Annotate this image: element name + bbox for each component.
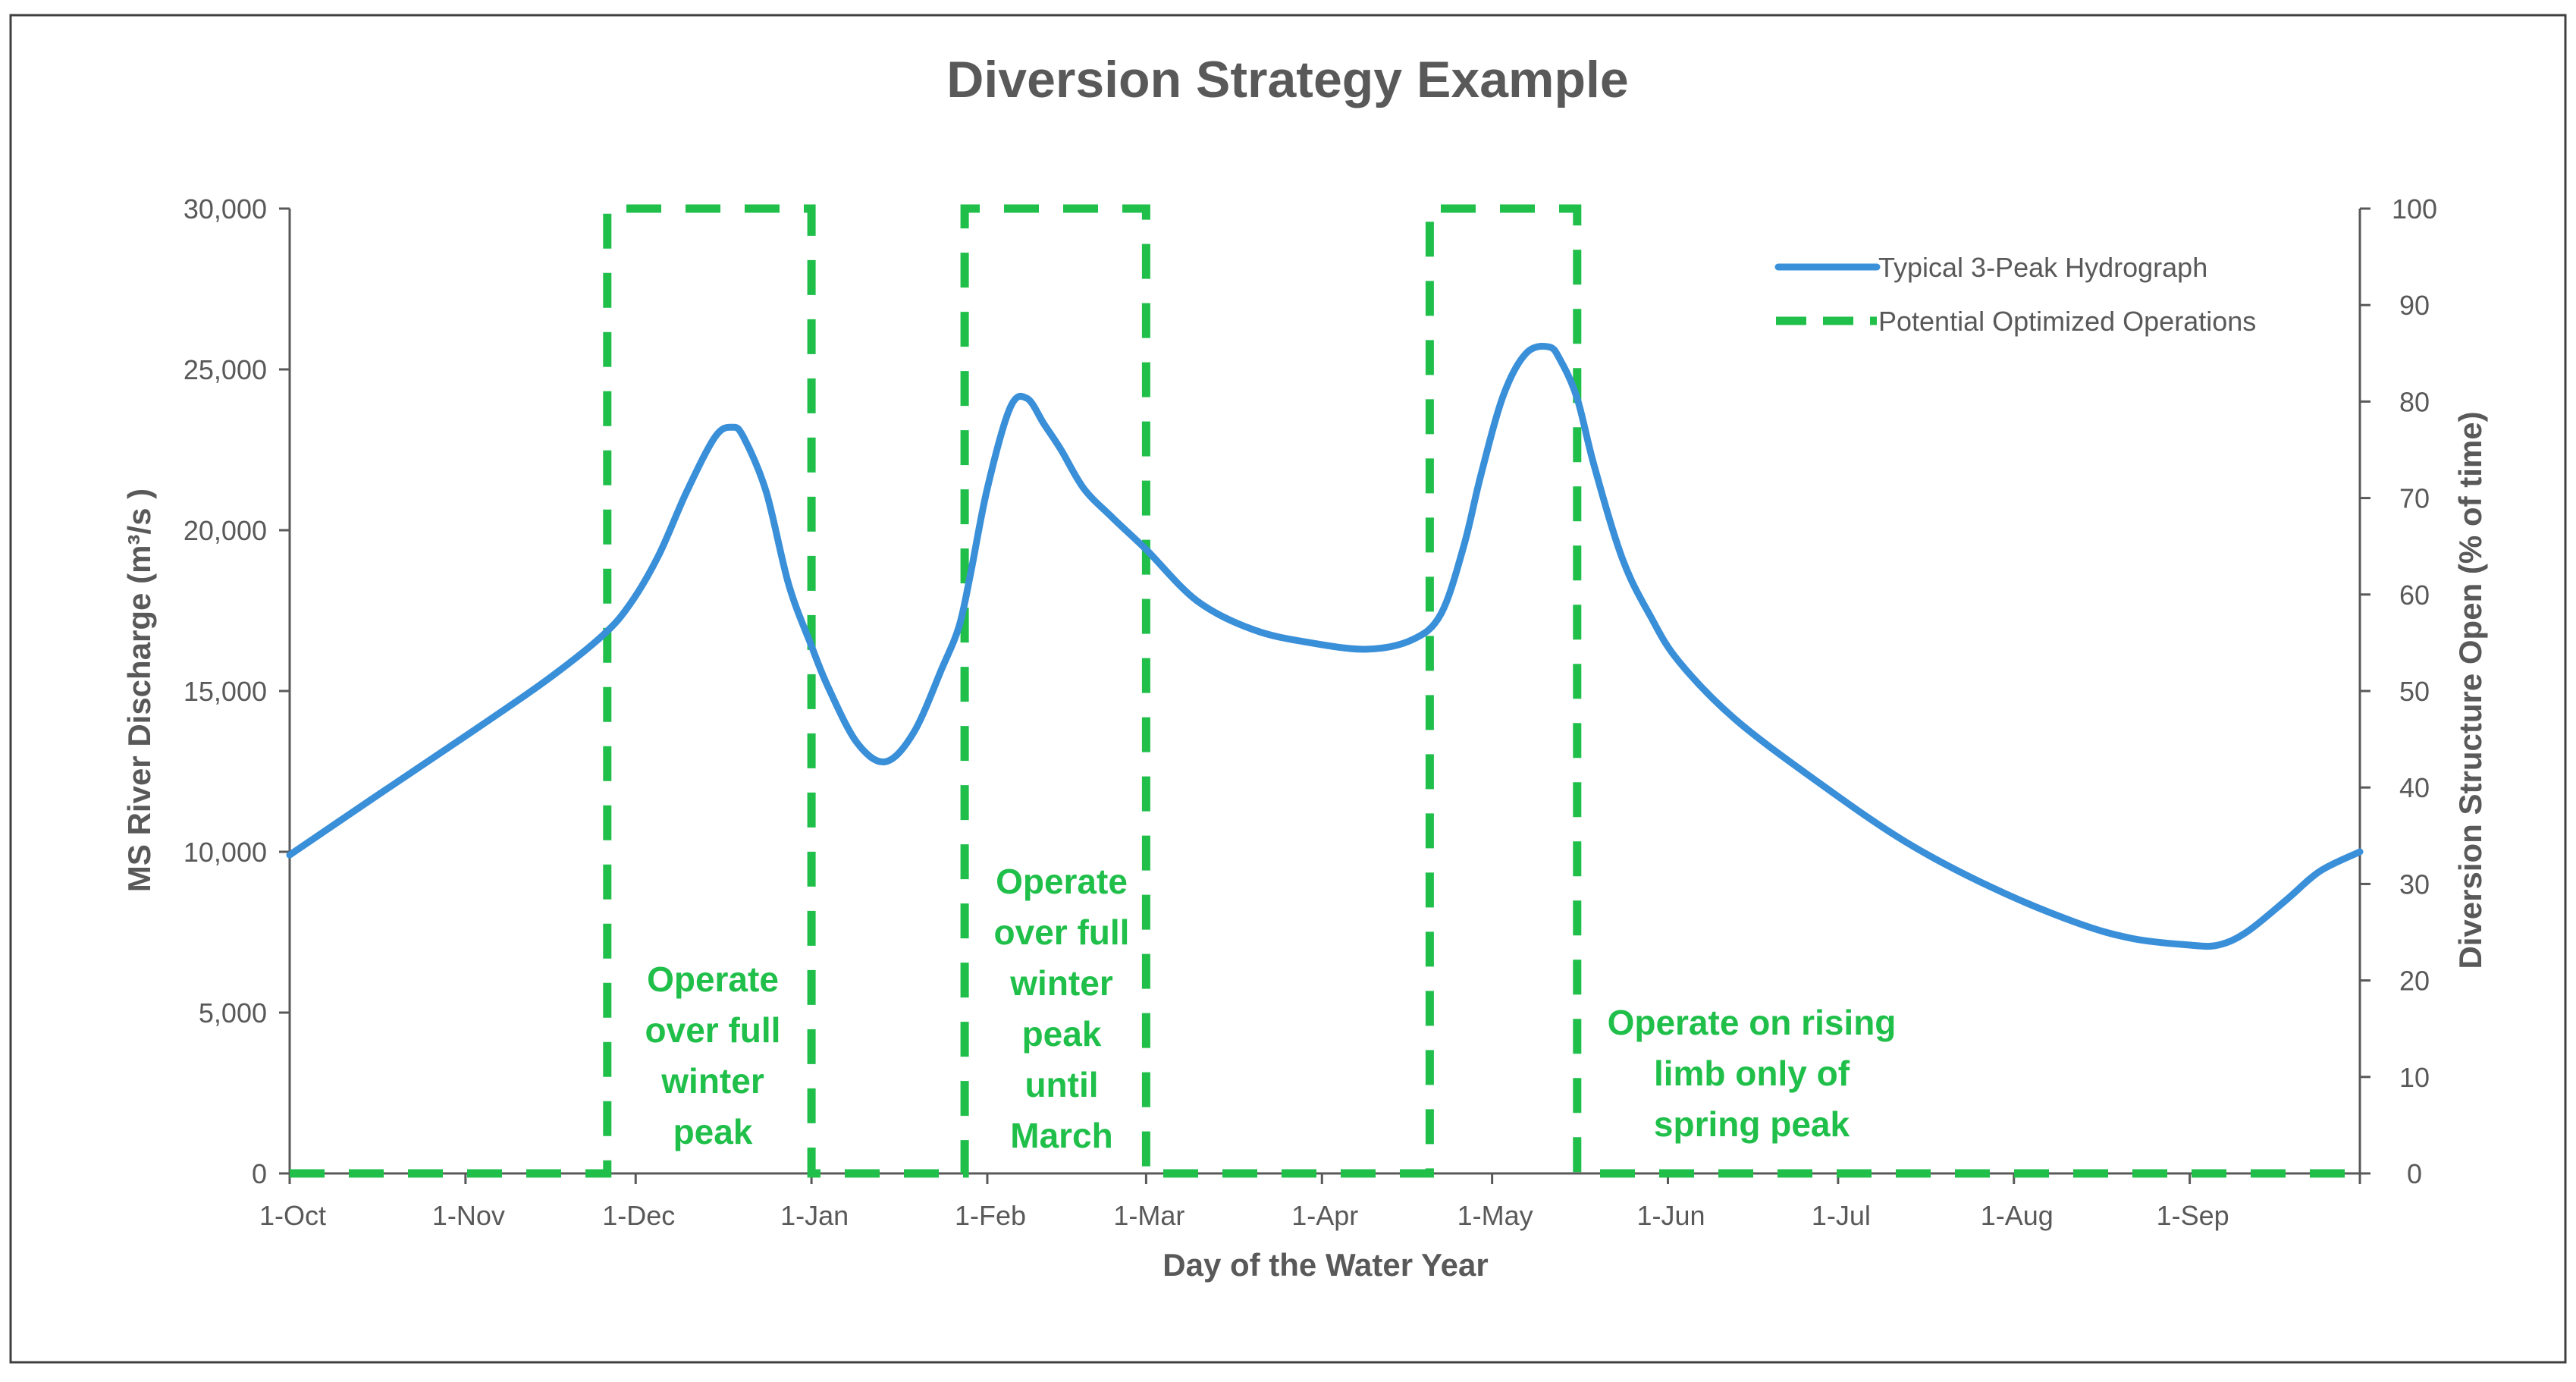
legend-label-operations: Potential Optimized Operations (1878, 306, 2256, 337)
x-tick-label: 1-Jun (1636, 1200, 1705, 1231)
x-tick-label: 1-Jul (1812, 1200, 1871, 1231)
x-tick-label: 1-Aug (1981, 1200, 2054, 1231)
x-tick-label: 1-Jan (780, 1200, 849, 1231)
y-left-tick-label: 30,000 (184, 193, 267, 225)
y-left-tick-label: 20,000 (184, 515, 267, 546)
y-right-tick-label: 80 (2399, 386, 2430, 417)
y-right-tick-label: 100 (2392, 193, 2437, 225)
y-right-tick-label: 70 (2399, 483, 2430, 514)
annotation-line: winter (1009, 963, 1113, 1003)
y-left-tick-label: 25,000 (184, 354, 267, 385)
y-right-tick-label: 90 (2399, 290, 2430, 321)
annotation-line: spring peak (1654, 1104, 1850, 1144)
y-axis-left-title: MS River Discharge (m³/s ) (121, 488, 157, 892)
legend: Typical 3-Peak Hydrograph Potential Optim… (1774, 252, 2256, 337)
y-left-tick-label: 10,000 (184, 837, 267, 868)
x-tick-label: 1-May (1457, 1200, 1533, 1231)
annotation-line: limb only of (1654, 1054, 1850, 1093)
y-right-tick-label: 60 (2399, 579, 2430, 611)
x-tick-label: 1-Mar (1113, 1200, 1184, 1231)
y-right-tick-label: 50 (2399, 676, 2430, 707)
chart-frame (9, 14, 2567, 1364)
axes-layer: 0 5,000 10,000 15,000 20,000 25,000 30,000 0 10 2… (184, 193, 2437, 1231)
y-right-tick-label: 10 (2399, 1062, 2430, 1093)
annotations-layer: Operate over full winter peak Operate over fu… (645, 862, 1897, 1155)
x-axis-title: Day of the Water Year (1162, 1247, 1489, 1283)
x-tick-label: 1-Dec (602, 1200, 675, 1231)
hydrograph-series-line (286, 343, 2364, 950)
y-right-tick-label: 20 (2399, 966, 2430, 997)
chart-title: Diversion Strategy Example (946, 51, 1628, 108)
operations-layer (290, 204, 2360, 1178)
x-tick-label: 1-Apr (1291, 1200, 1358, 1231)
annotation-line: Operate (647, 960, 779, 999)
x-tick-label: 1-Oct (259, 1200, 326, 1231)
x-tick-label: 1-Nov (432, 1200, 505, 1231)
annotation-line: over full (645, 1010, 781, 1050)
annotation-line: Operate (996, 862, 1128, 901)
annotation-line: March (1010, 1116, 1112, 1155)
annotation-line: peak (1022, 1014, 1102, 1054)
y-left-tick-label: 15,000 (184, 676, 267, 707)
y-left-tick-label: 5,000 (199, 997, 267, 1029)
operations-series-line (290, 204, 2360, 1178)
y-left-tick-label: 0 (252, 1158, 267, 1189)
annotation-line: over full (994, 912, 1130, 952)
annotation-line: Operate on rising (1608, 1003, 1897, 1042)
x-tick-label: 1-Feb (955, 1200, 1026, 1231)
annotation-line: peak (673, 1112, 753, 1151)
x-tick-label: 1-Sep (2157, 1200, 2229, 1231)
annotation-line: winter (660, 1061, 764, 1101)
y-right-tick-label: 30 (2399, 868, 2430, 900)
y-right-tick-label: 40 (2399, 772, 2430, 803)
annotation-line: until (1024, 1065, 1098, 1104)
y-right-tick-label: 0 (2407, 1158, 2422, 1189)
hydrograph-layer (286, 343, 2364, 950)
y-axis-right-title: Diversion Structure Open (% of time) (2452, 411, 2488, 969)
legend-label-hydrograph: Typical 3-Peak Hydrograph (1878, 252, 2207, 283)
